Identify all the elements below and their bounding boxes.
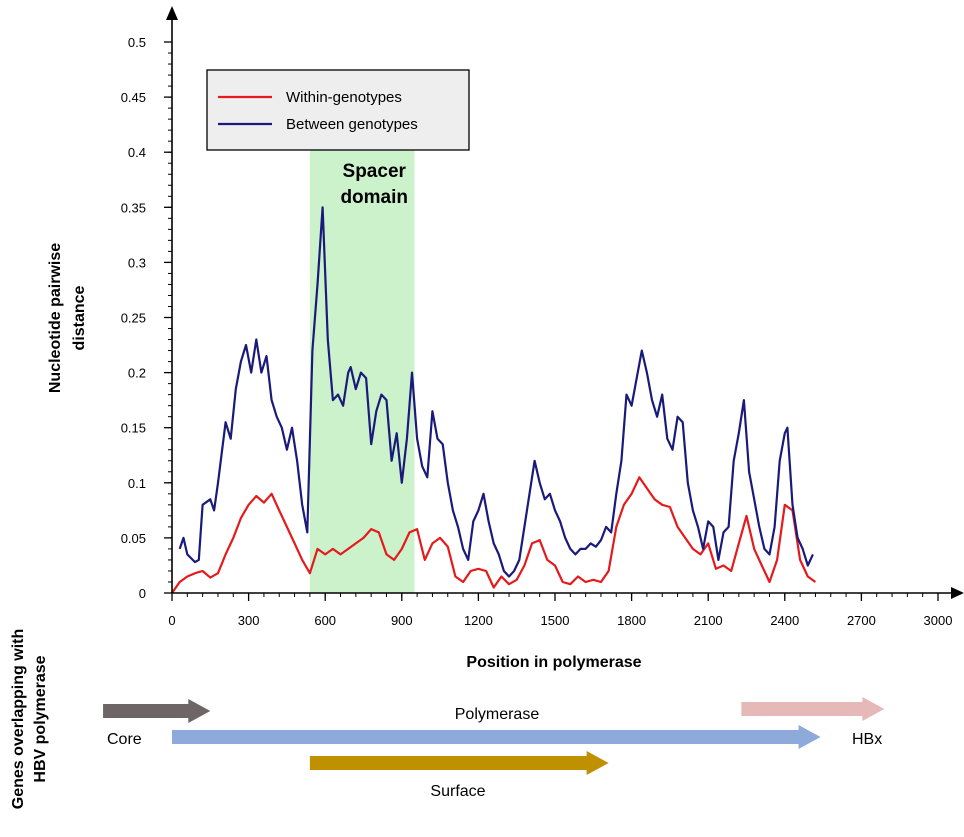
y-tick-label: 0.2 bbox=[128, 366, 146, 381]
y-tick-label: 0.4 bbox=[128, 145, 146, 160]
gene-label-hbx: HBx bbox=[852, 731, 882, 748]
series-line-between bbox=[178, 206, 814, 578]
gene-arrow-surface bbox=[309, 751, 609, 775]
x-axis-arrowhead bbox=[951, 587, 964, 599]
x-axis-title: Position in polymerase bbox=[466, 654, 641, 671]
legend-label-within: Within-genotypes bbox=[286, 89, 402, 106]
genes-title-line-2: HBV polymerase bbox=[32, 655, 49, 782]
plot-area: 0 300 600 900 1200 1500 1800 2100 2400 2700 3000 0 0… bbox=[47, 6, 964, 671]
y-tick-label: 0.3 bbox=[128, 255, 146, 270]
spacer-label-line-2: domain bbox=[340, 187, 408, 208]
y-axis-title-line-1: Nucleotide pairwise bbox=[47, 243, 64, 393]
x-tick-label: 1200 bbox=[464, 613, 493, 628]
legend-label-between: Between genotypes bbox=[286, 116, 418, 133]
axes: 0 300 600 900 1200 1500 1800 2100 2400 2700 3000 0 0… bbox=[121, 6, 964, 628]
gene-arrow-hbx bbox=[741, 697, 885, 721]
y-tick-label: 0 bbox=[139, 586, 146, 601]
legend: Within-genotypes Between genotypes bbox=[206, 69, 470, 151]
x-tick-label: 0 bbox=[168, 613, 175, 628]
x-tick-label: 2400 bbox=[770, 613, 799, 628]
genes-title-line-1: Genes overlapping with bbox=[10, 629, 27, 809]
y-tick-label: 0.5 bbox=[128, 35, 146, 50]
x-tick-label: 3000 bbox=[924, 613, 953, 628]
gene-arrow-polymerase bbox=[172, 725, 821, 749]
spacer-label-line-1: Spacer bbox=[343, 161, 407, 182]
y-axis-title-line-2: distance bbox=[71, 285, 88, 350]
x-tick-label: 600 bbox=[314, 613, 336, 628]
gene-label-polymerase: Polymerase bbox=[455, 706, 540, 723]
x-tick-label: 900 bbox=[391, 613, 413, 628]
genes-panel: Genes overlapping with HBV polymerase Co… bbox=[10, 629, 885, 809]
y-tick-label: 0.05 bbox=[121, 531, 146, 546]
y-tick-label: 0.15 bbox=[121, 421, 146, 436]
x-tick-label: 2100 bbox=[694, 613, 723, 628]
y-tick-label: 0.45 bbox=[121, 90, 146, 105]
y-tick-label: 0.35 bbox=[121, 200, 146, 215]
series-line-within bbox=[171, 476, 817, 594]
y-tick-label: 0.25 bbox=[121, 311, 146, 326]
x-tick-label: 300 bbox=[238, 613, 260, 628]
gene-label-core: Core bbox=[107, 731, 142, 748]
legend-box bbox=[206, 69, 470, 151]
gene-label-surface: Surface bbox=[430, 783, 485, 800]
gene-arrows bbox=[103, 697, 885, 775]
x-tick-label: 2700 bbox=[847, 613, 876, 628]
gene-arrow-core bbox=[103, 699, 211, 723]
y-tick-label: 0.1 bbox=[128, 476, 146, 491]
x-tick-label: 1500 bbox=[541, 613, 570, 628]
spacer-domain-band bbox=[309, 148, 415, 593]
series-layer bbox=[171, 206, 817, 594]
x-tick-label: 1800 bbox=[617, 613, 646, 628]
y-axis-arrowhead bbox=[166, 6, 178, 20]
